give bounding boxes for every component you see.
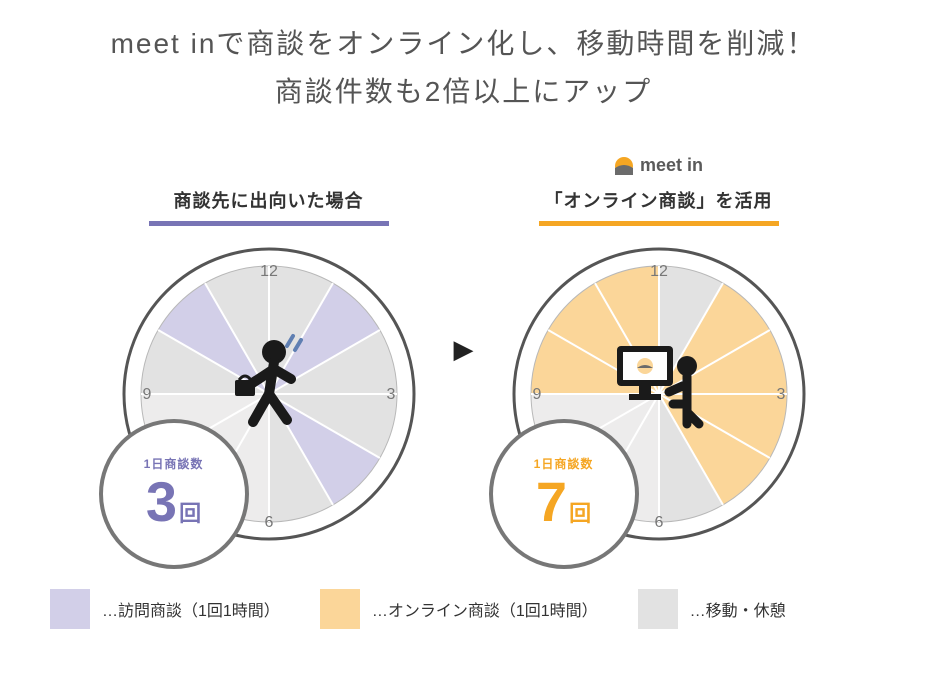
pill-left-number: 3 [146, 470, 177, 533]
legend-item: …訪問商談（1回1時間） [50, 589, 280, 629]
pill-left-label: 1日商談数 [144, 458, 204, 470]
svg-text:9: 9 [142, 386, 151, 403]
svg-text:6: 6 [264, 514, 273, 531]
panel-right: meet in 「オンライン商談」を活用 12 3 6 9 1日商談数 7回 [494, 155, 824, 544]
pill-right-label: 1日商談数 [534, 458, 594, 470]
svg-text:6: 6 [654, 514, 663, 531]
headline: meet inで商談をオンライン化し、移動時間を削減！ 商談件数も2倍以上にアッ… [30, 20, 897, 115]
svg-text:9: 9 [532, 386, 541, 403]
comparison-row: 商談先に出向いた場合 12369 1日商談数 3回 ▶ meet in 「オンラ [30, 155, 897, 544]
svg-text:12: 12 [260, 263, 278, 280]
pill-right: 1日商談数 7回 [489, 419, 639, 569]
clock-left: 12369 1日商談数 3回 [119, 244, 419, 544]
legend-text: …移動・休憩 [690, 597, 786, 621]
legend-item: …移動・休憩 [638, 589, 786, 629]
meetin-logo: meet in [614, 155, 703, 176]
legend-text: …オンライン商談（1回1時間） [372, 597, 598, 621]
arrow-icon: ▶ [454, 334, 474, 365]
legend: …訪問商談（1回1時間） …オンライン商談（1回1時間） …移動・休憩 [30, 589, 897, 629]
pill-right-number: 7 [536, 470, 567, 533]
clock-right: 12 3 6 9 1日商談数 7回 [509, 244, 809, 544]
panel-left-underline [149, 221, 389, 226]
headline-line-2: 商談件数も2倍以上にアップ [275, 76, 653, 107]
panel-left-title: 商談先に出向いた場合 [104, 187, 434, 213]
legend-text: …訪問商談（1回1時間） [102, 597, 280, 621]
panel-right-underline [539, 221, 779, 226]
pill-left: 1日商談数 3回 [99, 419, 249, 569]
pill-left-value: 3回 [146, 474, 201, 530]
legend-item: …オンライン商談（1回1時間） [320, 589, 598, 629]
pill-right-value: 7回 [536, 474, 591, 530]
pill-left-unit: 回 [179, 501, 201, 526]
svg-text:12: 12 [650, 263, 668, 280]
meetin-logo-icon [614, 156, 634, 176]
panel-right-title: 「オンライン商談」を活用 [494, 187, 824, 213]
pill-right-unit: 回 [569, 501, 591, 526]
svg-text:3: 3 [776, 386, 785, 403]
logo-slot-empty [104, 155, 434, 183]
panel-left: 商談先に出向いた場合 12369 1日商談数 3回 [104, 155, 434, 544]
svg-text:3: 3 [386, 386, 395, 403]
headline-line-1: meet inで商談をオンライン化し、移動時間を削減！ [111, 28, 817, 59]
logo-slot: meet in [494, 155, 824, 183]
legend-swatch [638, 589, 678, 629]
meetin-logo-text: meet in [640, 155, 703, 176]
legend-swatch [320, 589, 360, 629]
legend-swatch [50, 589, 90, 629]
